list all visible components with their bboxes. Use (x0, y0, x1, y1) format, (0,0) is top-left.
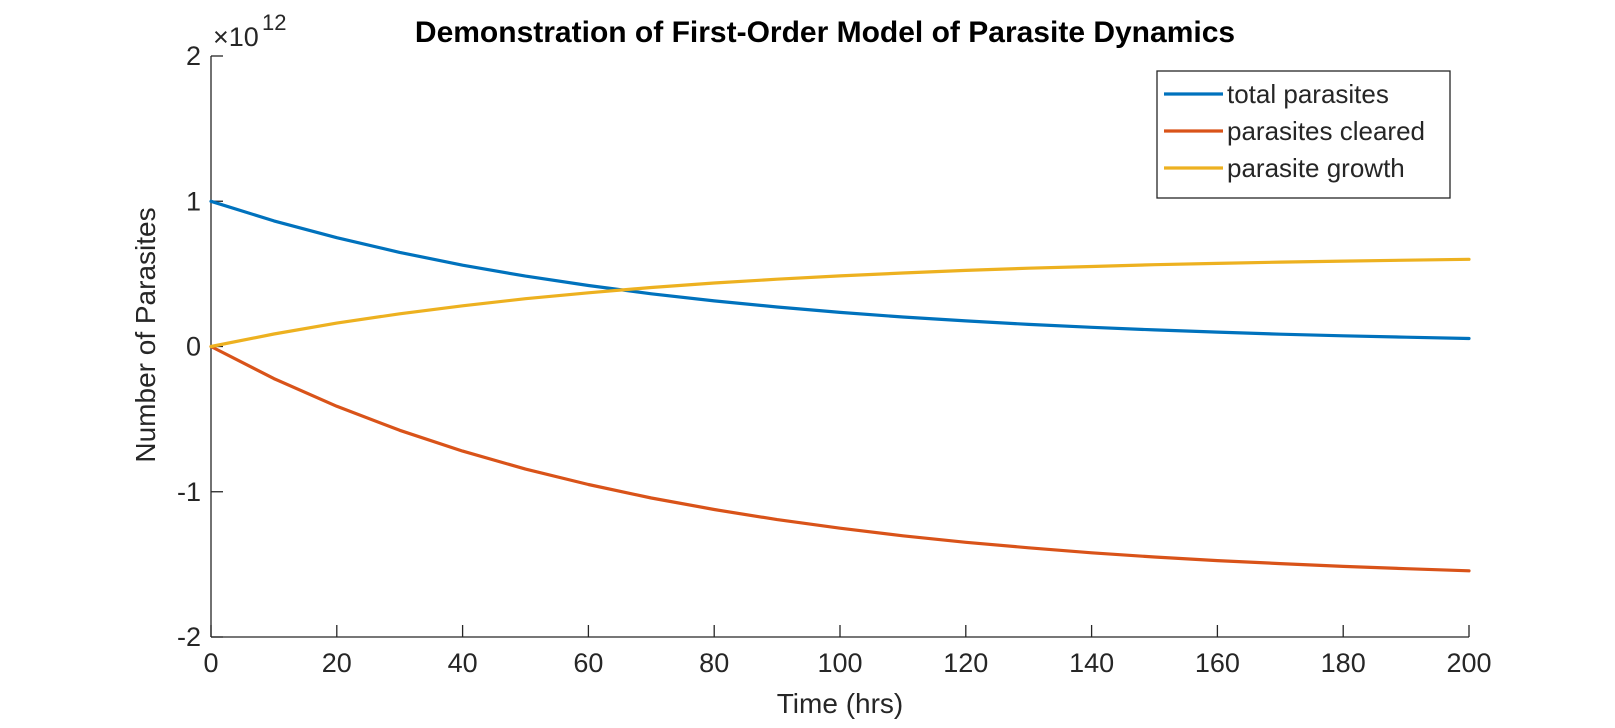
legend-label-3: parasite growth (1227, 153, 1405, 183)
y-axis-ticks: -2 -1 0 1 2 (177, 41, 223, 652)
legend: total parasites parasites cleared parasite… (1156, 70, 1451, 199)
x-tick-label: 60 (573, 648, 603, 678)
y-tick-label: 0 (186, 332, 201, 362)
x-tick-label: 200 (1446, 648, 1491, 678)
y-tick-label: 2 (186, 41, 201, 71)
series-line-1 (209, 199, 1471, 341)
y-tick-label: 1 (186, 186, 201, 216)
y-axis-label: Number of Parasites (130, 207, 161, 462)
x-axis-label: Time (hrs) (777, 688, 904, 719)
legend-label-1: total parasites (1227, 79, 1389, 109)
x-tick-label: 0 (203, 648, 218, 678)
y-tick-label: -1 (177, 477, 201, 507)
y-exponent-label: ×10 12 (213, 10, 286, 52)
x-tick-label: 120 (943, 648, 988, 678)
series-group (209, 199, 1471, 573)
y-exponent-base: ×10 (213, 22, 259, 52)
y-tick-label: -2 (177, 622, 201, 652)
legend-label-2: parasites cleared (1227, 116, 1425, 146)
series-line-3 (209, 257, 1471, 349)
series-line-2 (209, 344, 1471, 573)
x-tick-label: 40 (448, 648, 478, 678)
y-exponent-power: 12 (262, 10, 286, 35)
x-tick-label: 180 (1321, 648, 1366, 678)
x-tick-label: 20 (322, 648, 352, 678)
chart-title: Demonstration of First-Order Model of Pa… (415, 16, 1235, 49)
x-tick-label: 140 (1069, 648, 1114, 678)
x-tick-label: 160 (1195, 648, 1240, 678)
x-tick-label: 80 (699, 648, 729, 678)
x-axis-ticks: 0 20 40 60 80 100 120 140 160 180 200 (203, 625, 1492, 678)
x-tick-label: 100 (817, 648, 862, 678)
legend-box (1156, 70, 1451, 199)
